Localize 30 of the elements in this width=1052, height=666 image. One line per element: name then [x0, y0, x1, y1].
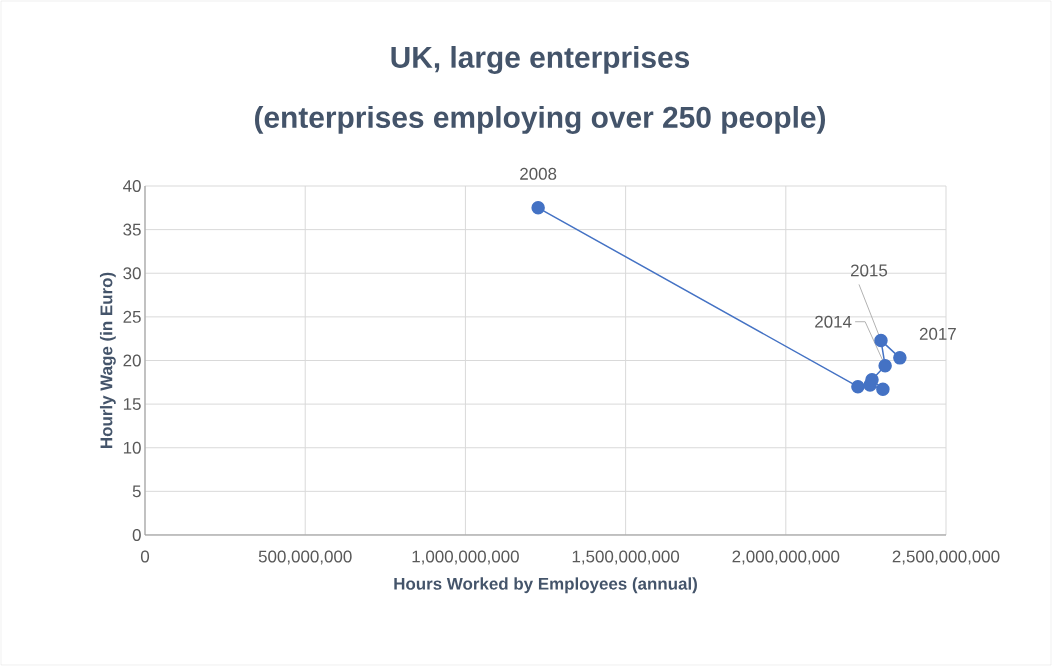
x-tick-label: 1,500,000,000	[572, 550, 680, 565]
x-tick-label: 2,500,000,000	[892, 550, 1000, 565]
chart-subtitle: (enterprises employing over 250 people)	[254, 105, 826, 134]
annotation: 2017	[919, 327, 956, 340]
point	[531, 201, 545, 215]
point	[865, 372, 879, 387]
annotation: 2008	[520, 167, 557, 180]
y-tick-label: 20	[123, 354, 141, 367]
chart-title: UK, large enterprises	[391, 45, 690, 74]
y-tick-label: 35	[123, 223, 141, 236]
x-axis-title: Hours Worked by Employees (annual)	[394, 577, 697, 594]
x-tick-label: 0	[140, 550, 150, 563]
y-tick-label: 15	[123, 398, 141, 411]
point	[893, 351, 907, 365]
x-tick-label: 500,000,000	[258, 550, 352, 565]
x-tick-label: 1,000,000,000	[412, 550, 519, 565]
y-tick-label: 40	[123, 179, 141, 192]
y-tick-label: 10	[123, 441, 141, 454]
annotation: 2015	[850, 264, 888, 277]
y-tick-label: 5	[132, 485, 141, 498]
y-axis-title: Hourly Wage (in Euro)	[99, 272, 116, 448]
point	[876, 382, 890, 397]
y-tick-label: 30	[123, 267, 141, 280]
point	[851, 379, 865, 394]
annotation: 2014	[815, 315, 852, 328]
y-tick-label: 0	[132, 528, 141, 541]
y-tick-label: 25	[123, 310, 141, 323]
point	[874, 333, 888, 348]
point	[878, 358, 892, 373]
x-tick-label: 2,000,000,000	[732, 550, 840, 565]
